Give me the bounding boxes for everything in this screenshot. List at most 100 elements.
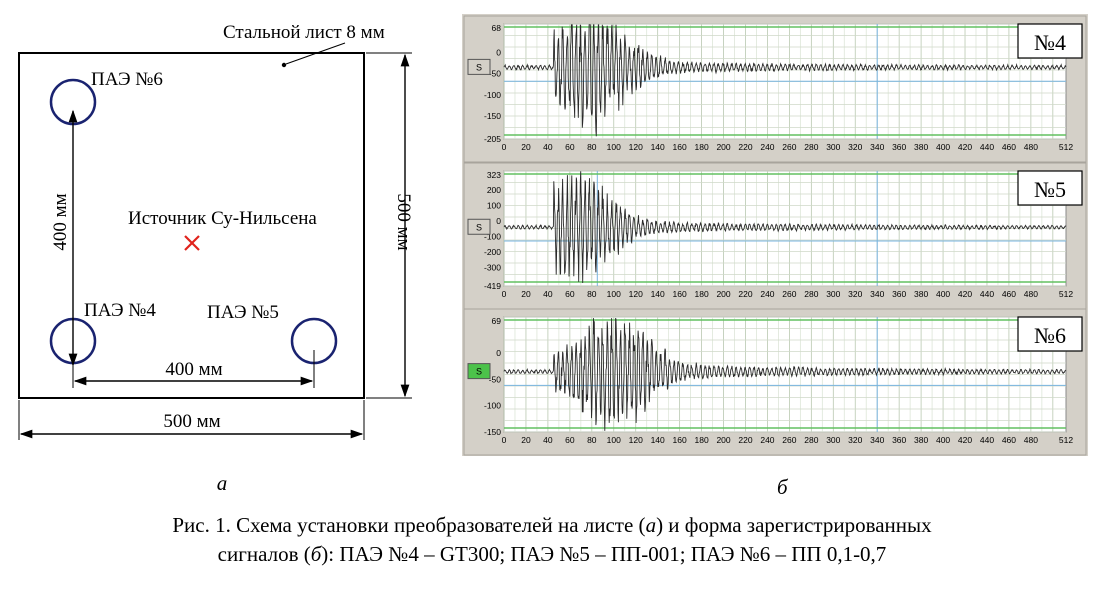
x-tick-label: 40 xyxy=(543,142,553,152)
x-tick-label: 320 xyxy=(848,142,862,152)
x-tick-label: 280 xyxy=(804,289,818,299)
svg-text:S: S xyxy=(476,62,482,72)
caption-line-2: сигналов (б): ПАЭ №4 – GT300; ПАЭ №5 – П… xyxy=(217,542,887,566)
y-tick-label: -100 xyxy=(484,90,501,100)
sheet-label: Стальной лист 8 мм xyxy=(223,22,385,43)
x-tick-label: 480 xyxy=(1024,435,1038,445)
channel-s-button[interactable]: S xyxy=(467,363,491,380)
x-tick-label: 200 xyxy=(716,289,730,299)
x-tick-label: 220 xyxy=(738,435,752,445)
channel-label-box: №5 xyxy=(1017,170,1083,206)
x-tick-label: 340 xyxy=(870,435,884,445)
sensor-4-label: ПАЭ №4 xyxy=(84,300,156,321)
x-tick-label: 120 xyxy=(629,142,643,152)
x-tick-label: 200 xyxy=(716,435,730,445)
x-tick-label: 0 xyxy=(502,142,507,152)
x-tick-label: 480 xyxy=(1024,289,1038,299)
x-tick-label: 240 xyxy=(760,142,774,152)
x-tick-label: 380 xyxy=(914,289,928,299)
x-tick-label: 240 xyxy=(760,435,774,445)
x-tick-label: 400 xyxy=(936,142,950,152)
svg-text:S: S xyxy=(476,222,482,232)
x-tick-label: 512 xyxy=(1059,289,1073,299)
sensor-5-label: ПАЭ №5 xyxy=(207,302,279,323)
x-tick-label: 160 xyxy=(673,289,687,299)
x-tick-label: 260 xyxy=(782,289,796,299)
x-tick-label: 340 xyxy=(870,142,884,152)
x-tick-label: 380 xyxy=(914,142,928,152)
x-tick-label: 40 xyxy=(543,289,553,299)
sensor-6-label: ПАЭ №6 xyxy=(91,69,163,90)
x-tick-label: 440 xyxy=(980,142,994,152)
x-tick-label: 360 xyxy=(892,435,906,445)
x-tick-label: 460 xyxy=(1002,289,1016,299)
x-tick-label: 420 xyxy=(958,435,972,445)
x-tick-label: 100 xyxy=(607,435,621,445)
x-tick-label: 140 xyxy=(651,142,665,152)
figure-caption: Рис. 1. Схема установки преобразователей… xyxy=(0,511,1104,569)
x-tick-label: 360 xyxy=(892,142,906,152)
x-tick-label: 100 xyxy=(607,289,621,299)
x-tick-label: 300 xyxy=(826,289,840,299)
panel-letter-b: б xyxy=(777,475,788,499)
dim-height-500: 500 мм xyxy=(393,193,414,250)
x-tick-label: 20 xyxy=(521,435,531,445)
waveform-series xyxy=(503,24,1067,137)
dim-vertical-400: 400 мм xyxy=(50,193,71,250)
y-tick-label: -100 xyxy=(484,401,501,411)
x-tick-label: 340 xyxy=(870,289,884,299)
x-tick-label: 512 xyxy=(1059,435,1073,445)
x-tick-label: 60 xyxy=(565,435,575,445)
y-tick-label: 69 xyxy=(492,316,502,326)
x-tick-label: 0 xyxy=(502,289,507,299)
x-tick-label: 512 xyxy=(1059,142,1073,152)
channel-label-box: №4 xyxy=(1017,23,1083,59)
svg-text:S: S xyxy=(476,367,482,377)
x-tick-label: 220 xyxy=(738,289,752,299)
source-label: Источник Су-Нильсена xyxy=(128,208,317,229)
channel-s-button[interactable]: S xyxy=(467,58,491,75)
y-tick-label: 323 xyxy=(487,170,501,180)
x-tick-label: 320 xyxy=(848,435,862,445)
y-tick-label: -150 xyxy=(484,111,501,121)
x-tick-label: 60 xyxy=(565,142,575,152)
x-tick-label: 220 xyxy=(738,142,752,152)
x-tick-label: 320 xyxy=(848,289,862,299)
x-tick-label: 280 xyxy=(804,142,818,152)
y-tick-label: 0 xyxy=(496,348,501,358)
x-tick-label: 120 xyxy=(629,435,643,445)
x-tick-label: 180 xyxy=(694,142,708,152)
x-tick-label: 420 xyxy=(958,289,972,299)
x-tick-label: 260 xyxy=(782,142,796,152)
x-tick-label: 240 xyxy=(760,289,774,299)
dim-horizontal-400: 400 мм xyxy=(165,359,222,380)
sensor-layout-schematic: Стальной лист 8 мм ПАЭ №6 ПАЭ №4 ПАЭ №5 … xyxy=(18,22,414,495)
x-tick-label: 440 xyxy=(980,435,994,445)
x-tick-label: 200 xyxy=(716,142,730,152)
y-tick-label: 200 xyxy=(487,185,501,195)
x-tick-label: 60 xyxy=(565,289,575,299)
y-tick-label: 100 xyxy=(487,201,501,211)
y-tick-label: -100 xyxy=(484,232,501,242)
x-tick-label: 300 xyxy=(826,435,840,445)
steel-sheet-outline xyxy=(18,52,365,399)
x-tick-label: 260 xyxy=(782,435,796,445)
x-tick-label: 180 xyxy=(694,289,708,299)
x-tick-label: 20 xyxy=(521,142,531,152)
x-tick-label: 80 xyxy=(587,289,597,299)
y-tick-label: -50 xyxy=(489,69,502,79)
channel-title: №5 xyxy=(1034,177,1066,202)
x-tick-label: 280 xyxy=(804,435,818,445)
x-tick-label: 400 xyxy=(936,289,950,299)
y-tick-label: -150 xyxy=(484,427,501,437)
x-tick-label: 140 xyxy=(651,435,665,445)
channel-title: №6 xyxy=(1034,323,1066,348)
y-tick-label: -419 xyxy=(484,281,501,291)
channel-s-button[interactable]: S xyxy=(467,218,491,235)
x-tick-label: 40 xyxy=(543,435,553,445)
y-tick-label: -50 xyxy=(489,374,502,384)
x-tick-label: 420 xyxy=(958,142,972,152)
